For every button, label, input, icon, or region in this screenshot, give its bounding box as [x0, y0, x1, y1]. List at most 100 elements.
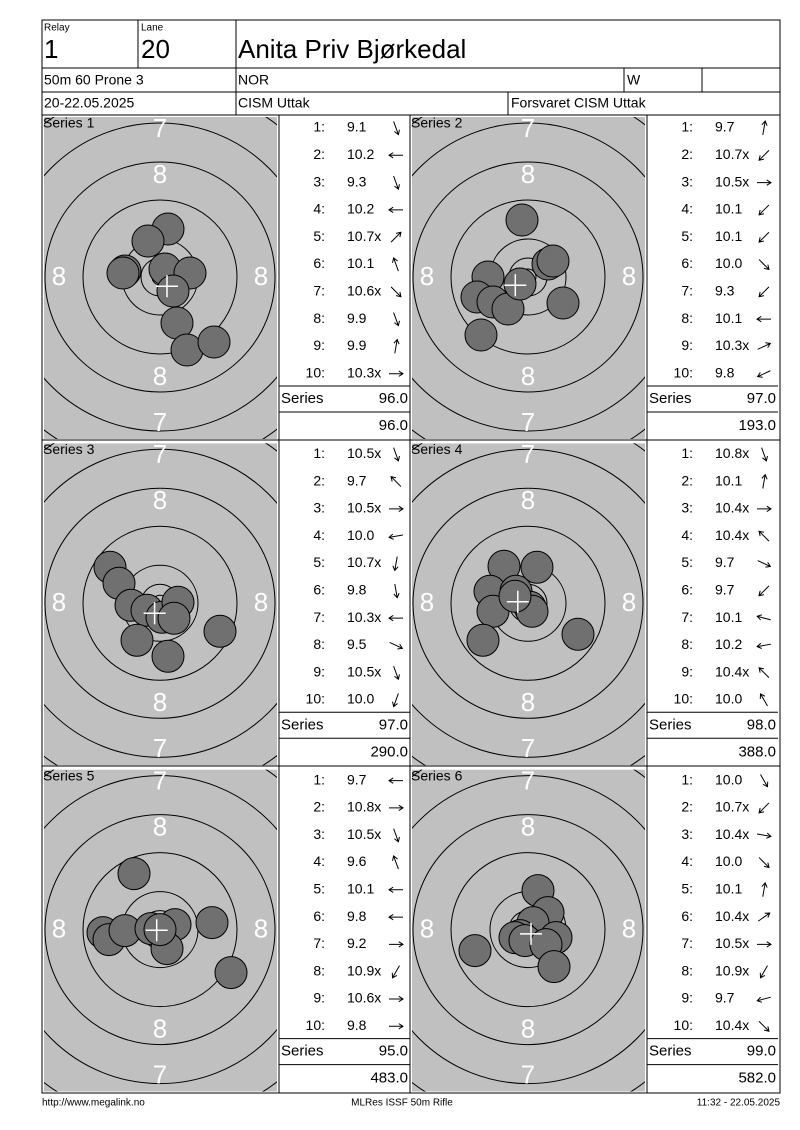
target: 7 7 8 8 8 8: [44, 439, 277, 766]
shot-number: 9:: [681, 663, 693, 679]
ring-number: 7: [153, 439, 167, 469]
shot-score: 10.9x: [715, 962, 749, 978]
shot-score: 10.6x: [347, 283, 381, 299]
shot-number: 4:: [313, 527, 325, 543]
shot-hole: [503, 267, 537, 301]
series-total: 97.0: [747, 390, 776, 407]
shot-score: 9.2: [347, 935, 367, 951]
shot-score: 10.0: [347, 527, 374, 543]
target-ring: [412, 775, 645, 1085]
series-label: Series: [281, 390, 324, 407]
direction-arrow: [393, 312, 400, 327]
shot-score: 10.8x: [715, 445, 749, 461]
series-label: Series: [281, 716, 324, 733]
ring-number: 7: [153, 113, 167, 143]
direction-arrow: [758, 530, 770, 542]
lane: 20: [141, 34, 170, 64]
direction-arrow: [761, 120, 768, 135]
shot-number: 5:: [681, 881, 693, 897]
ring-number: 8: [153, 811, 167, 841]
shot-score: 9.8: [347, 582, 367, 598]
direction-arrow: [758, 857, 770, 869]
group-centre: [506, 590, 529, 613]
series-block: 7 7 8 8 8 8 Series 4 1: 10.8x 2: 10.1 3: 10.4x 4: 10.4…: [411, 441, 778, 766]
footer-timestamp: 11:32 - 22.05.2025: [697, 1098, 781, 1109]
direction-arrow: [389, 804, 404, 812]
ring-number: 7: [521, 1059, 535, 1089]
shot-score: 10.3x: [347, 609, 381, 625]
shot-score: 10.1: [715, 201, 742, 217]
shot-hole: [131, 224, 165, 258]
lane-label: Lane: [141, 23, 164, 34]
shot-hole: [458, 934, 492, 968]
shot-score: 9.8: [347, 908, 367, 924]
shot-hole: [520, 550, 554, 584]
direction-arrow: [761, 447, 768, 462]
shot-score: 10.7x: [715, 146, 749, 162]
target: 7 7 8 8 8 8: [412, 765, 645, 1092]
shot-number: 4:: [681, 527, 693, 543]
direction-arrow: [756, 642, 771, 649]
direction-arrow: [389, 641, 404, 650]
shot-score: 10.2: [347, 146, 374, 162]
ring-number: 8: [52, 913, 66, 943]
direction-arrow: [390, 231, 402, 243]
series-block: 7 7 8 8 8 8 Series 2 1: 9.7 2: 10.7x 3: 10.5x 4: 10.1 5…: [411, 115, 778, 439]
shot-number: 6:: [313, 582, 325, 598]
direction-arrow: [758, 802, 770, 814]
shot-number: 7:: [313, 609, 325, 625]
cumulative-total: 96.0: [379, 417, 408, 434]
relay-label: Relay: [44, 23, 70, 34]
shot-score: 9.3: [347, 173, 367, 189]
group-centre: [504, 274, 527, 297]
direction-arrow: [758, 585, 770, 597]
shot-score: 10.5x: [347, 663, 381, 679]
athlete-name: Anita Priv Bjørkedal: [238, 34, 466, 64]
shot-number: 2:: [313, 799, 325, 815]
target-ring: [82, 199, 238, 355]
shot-score: 10.1: [347, 255, 374, 271]
shot-number: 6:: [681, 582, 693, 598]
series-block: 7 7 8 8 8 8 Series 6 1: 10.0 2: 10.7x 3: 10.4x 4: 10.0…: [411, 765, 778, 1092]
ring-number: 7: [521, 733, 535, 763]
direction-arrow: [757, 832, 772, 839]
ring-number: 8: [153, 361, 167, 391]
ring-number: 7: [153, 1059, 167, 1089]
ring-number: 7: [521, 765, 535, 795]
series-title: Series 4: [411, 441, 463, 457]
shot-number: 6:: [681, 908, 693, 924]
shot-score: 10.7x: [347, 228, 381, 244]
direction-arrow: [758, 149, 770, 161]
target-ring: [44, 487, 276, 719]
direction-arrow: [393, 175, 400, 191]
shot-number: 1:: [313, 445, 325, 461]
ring-number: 7: [153, 407, 167, 437]
shot-hole: [195, 906, 229, 940]
shot-number: 7:: [313, 935, 325, 951]
ring-number: 8: [420, 913, 434, 943]
ring-number: 8: [521, 159, 535, 189]
gender: W: [627, 72, 641, 88]
ring-number: 8: [254, 913, 268, 943]
direction-arrow: [756, 614, 771, 621]
shot-hole: [151, 639, 185, 673]
shot-number: 3:: [681, 826, 693, 842]
target: 7 7 8 8 8 8: [44, 769, 277, 1092]
shot-hole: [498, 579, 532, 613]
shot-number: 2:: [313, 146, 325, 162]
series-label: Series: [649, 716, 692, 733]
shot-score: 10.0: [347, 691, 374, 707]
shot-score: 10.2: [347, 201, 374, 217]
shot-score: 9.9: [347, 337, 367, 353]
direction-arrow: [388, 152, 403, 159]
shot-score: 9.7: [715, 119, 735, 135]
shot-hole: [536, 244, 570, 278]
target-ring: [82, 525, 238, 681]
series-title: Series 3: [43, 441, 95, 457]
target-ring: [44, 122, 277, 432]
ring-number: 8: [622, 261, 636, 291]
shot-hole: [466, 623, 500, 657]
target: 7 7 8 8 8 8: [412, 117, 645, 439]
shot-score: 9.7: [347, 771, 367, 787]
group-centre: [156, 275, 178, 298]
